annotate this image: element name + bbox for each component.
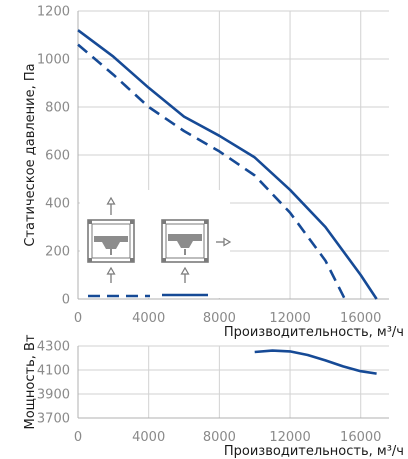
x-tick-label: 4000 bbox=[132, 430, 165, 445]
housing-corner bbox=[88, 220, 92, 224]
y-tick-label: 800 bbox=[45, 101, 70, 116]
y-axis-label: Мощность, Вт bbox=[23, 334, 38, 429]
series-line-solid bbox=[254, 349, 377, 375]
housing-corner bbox=[162, 258, 166, 262]
y-tick-label: 3900 bbox=[37, 388, 70, 403]
x-tick-label: 0 bbox=[74, 430, 82, 445]
x-axis-label: Производительность, м³/ч bbox=[224, 444, 404, 459]
y-tick-label: 0 bbox=[62, 293, 70, 308]
x-axis-label: Производительность, м³/ч bbox=[224, 325, 404, 340]
x-tick-label: 12000 bbox=[269, 430, 310, 445]
x-tick-label: 16000 bbox=[340, 311, 381, 326]
chart-legend bbox=[80, 190, 232, 298]
x-tick-label: 8000 bbox=[203, 430, 236, 445]
x-tick-label: 0 bbox=[74, 311, 82, 326]
x-tick-label: 4000 bbox=[132, 311, 165, 326]
fan-housing-inner bbox=[165, 223, 205, 259]
y-tick-label: 4100 bbox=[37, 364, 70, 379]
x-tick-label: 8000 bbox=[203, 311, 236, 326]
housing-corner bbox=[204, 220, 208, 224]
power-chart: 3700 3900 4100 4300 0 4000 8000 12000 16000Произ… bbox=[23, 334, 404, 459]
y-tick-label: 400 bbox=[45, 197, 70, 212]
x-tick-label: 16000 bbox=[340, 430, 381, 445]
housing-corner bbox=[204, 258, 208, 262]
y-tick-label: 1000 bbox=[37, 53, 70, 68]
housing-corner bbox=[130, 258, 134, 262]
housing-corner bbox=[162, 220, 166, 224]
y-tick-label: 4300 bbox=[37, 340, 70, 355]
y-axis-label: Статическое давление, Па bbox=[23, 63, 38, 246]
housing-corner bbox=[130, 220, 134, 224]
arrow-head bbox=[106, 266, 116, 275]
arrow-head bbox=[180, 266, 190, 275]
y-tick-label: 1200 bbox=[37, 5, 70, 20]
fan-motor bbox=[94, 236, 128, 249]
y-tick-label: 200 bbox=[45, 245, 70, 260]
fan-motor bbox=[168, 234, 202, 248]
arrow-head bbox=[223, 237, 232, 247]
arrow-head bbox=[106, 196, 116, 205]
y-tick-label: 3700 bbox=[37, 412, 70, 427]
axial-fan-horizontal-flow-icon bbox=[161, 219, 232, 297]
series-line-solid bbox=[77, 29, 378, 300]
y-tick-label: 600 bbox=[45, 149, 70, 164]
housing-corner bbox=[88, 258, 92, 262]
fan-housing-inner bbox=[91, 223, 131, 259]
series-line-dashed bbox=[77, 43, 346, 300]
axial-fan-vertical-flow-icon bbox=[87, 196, 150, 298]
x-tick-label: 12000 bbox=[269, 311, 310, 326]
